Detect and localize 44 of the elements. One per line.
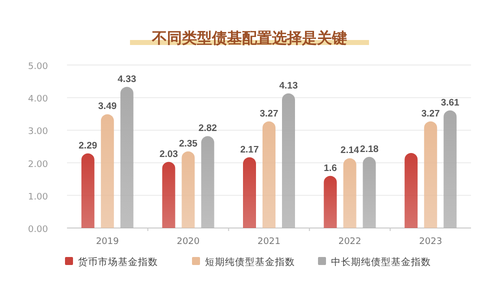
data-label: 1.6 xyxy=(324,162,337,174)
y-tick-label: 3.00 xyxy=(28,127,48,138)
y-tick-label: 2.00 xyxy=(28,160,48,170)
legend-label: 短期纯债型基金指数 xyxy=(205,256,295,268)
bar xyxy=(81,153,94,228)
bar xyxy=(282,93,295,228)
data-label: 4.33 xyxy=(118,74,136,85)
bar xyxy=(424,121,438,228)
data-label: 2.29 xyxy=(78,140,98,152)
data-label: 3.49 xyxy=(98,101,117,112)
bar xyxy=(162,162,176,228)
y-tick-label: 1.00 xyxy=(28,192,48,202)
bar xyxy=(100,114,114,228)
bar xyxy=(324,176,337,228)
x-tick-label: 2022 xyxy=(338,237,362,247)
data-label: 2.82 xyxy=(198,123,217,134)
data-label: 2.14 xyxy=(340,145,360,156)
y-tick-label: 5.00 xyxy=(28,62,48,72)
data-label: 4.13 xyxy=(279,80,298,92)
data-label: 3.27 xyxy=(260,108,278,120)
bar xyxy=(404,153,418,228)
data-label: 3.61 xyxy=(440,97,460,108)
bar xyxy=(182,151,195,228)
legend-label: 货币市场基金指数 xyxy=(78,256,158,268)
bar xyxy=(262,121,276,228)
bar xyxy=(362,156,376,228)
data-label: 2.03 xyxy=(159,148,178,160)
x-tick-label: 2023 xyxy=(419,237,442,247)
data-label: 2.18 xyxy=(360,144,379,155)
data-label: 3.27 xyxy=(421,108,440,120)
y-tick-label: 0.00 xyxy=(28,225,48,235)
legend-label: 中长期纯债型基金指数 xyxy=(331,256,431,268)
bar xyxy=(444,110,457,228)
data-label: 2.35 xyxy=(178,138,198,150)
bar xyxy=(343,158,356,228)
x-tick-label: 2019 xyxy=(96,237,120,247)
x-tick-label: 2021 xyxy=(258,237,280,247)
bar xyxy=(120,86,134,228)
bar xyxy=(201,136,214,228)
x-tick-label: 2020 xyxy=(176,237,200,247)
data-label: 2.17 xyxy=(240,144,259,156)
bar xyxy=(243,157,256,228)
y-tick-label: 4.00 xyxy=(28,94,48,105)
chart-title: 不同类型债基配置选择是关键 xyxy=(151,29,347,47)
